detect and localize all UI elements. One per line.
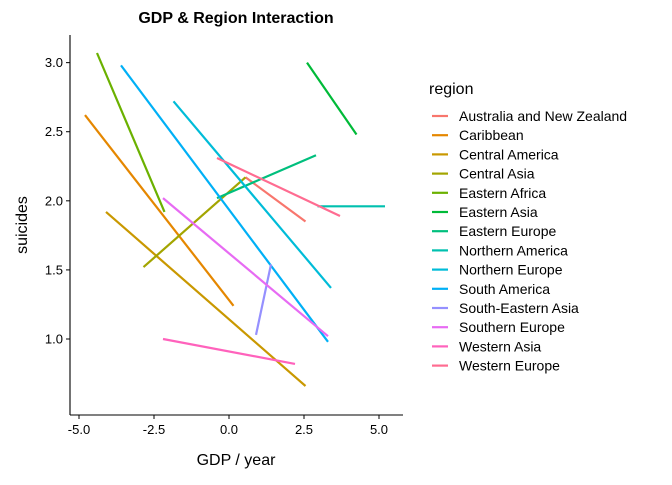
series-line-1 xyxy=(84,114,235,307)
series-line-11 xyxy=(162,197,329,338)
series-line-8 xyxy=(172,100,332,289)
series-line-5 xyxy=(306,61,358,136)
y-tick-label: 2.5 xyxy=(45,124,63,139)
y-axis-ticks: 1.0 1.5 2.0 2.5 3.0 xyxy=(45,55,70,347)
legend-label: Caribbean xyxy=(459,127,524,143)
legend-label: South America xyxy=(459,281,550,297)
x-tick-label: 0.0 xyxy=(220,422,238,437)
legend-label: Northern Europe xyxy=(459,262,563,278)
y-axis-title: suicides xyxy=(14,196,31,254)
legend-label: Southern Europe xyxy=(459,319,565,335)
legend-label: Eastern Europe xyxy=(459,223,556,239)
legend-label: Western Asia xyxy=(459,338,541,354)
series-line-10 xyxy=(254,264,273,336)
plot-area xyxy=(84,52,385,387)
legend-label: Central Asia xyxy=(459,166,535,182)
legend-label: Western Europe xyxy=(459,358,560,374)
legend-label: Central America xyxy=(459,146,559,162)
y-tick-label: 1.5 xyxy=(45,262,63,277)
x-tick-label: -2.5 xyxy=(143,422,165,437)
legend-label: Australia and New Zealand xyxy=(459,108,627,124)
series-line-12 xyxy=(162,337,296,365)
series-line-2 xyxy=(105,211,307,387)
series-line-13 xyxy=(216,157,341,217)
legend: region Australia and New Zealand Caribbea… xyxy=(429,81,627,374)
legend-title: region xyxy=(429,81,473,98)
legend-label: Eastern Asia xyxy=(459,204,538,220)
x-tick-label: 5.0 xyxy=(370,422,388,437)
x-axis-ticks: -5.0 -2.5 0.0 2.5 5.0 xyxy=(68,415,388,437)
series-line-0 xyxy=(244,176,307,223)
legend-label: South-Eastern Asia xyxy=(459,300,579,316)
legend-label: Eastern Africa xyxy=(459,185,546,201)
series-line-4 xyxy=(95,52,166,213)
legend-items: Australia and New Zealand Caribbean Centra… xyxy=(432,108,627,374)
y-tick-label: 2.0 xyxy=(45,193,63,208)
x-axis-title: GDP / year xyxy=(197,452,277,469)
y-tick-label: 1.0 xyxy=(45,332,63,347)
x-tick-label: -5.0 xyxy=(68,422,90,437)
x-tick-label: 2.5 xyxy=(295,422,313,437)
series-line-9 xyxy=(120,64,329,343)
series-line-6 xyxy=(216,154,317,200)
legend-label: Northern America xyxy=(459,242,568,258)
chart-title: GDP & Region Interaction xyxy=(138,10,333,27)
y-tick-label: 3.0 xyxy=(45,55,63,70)
